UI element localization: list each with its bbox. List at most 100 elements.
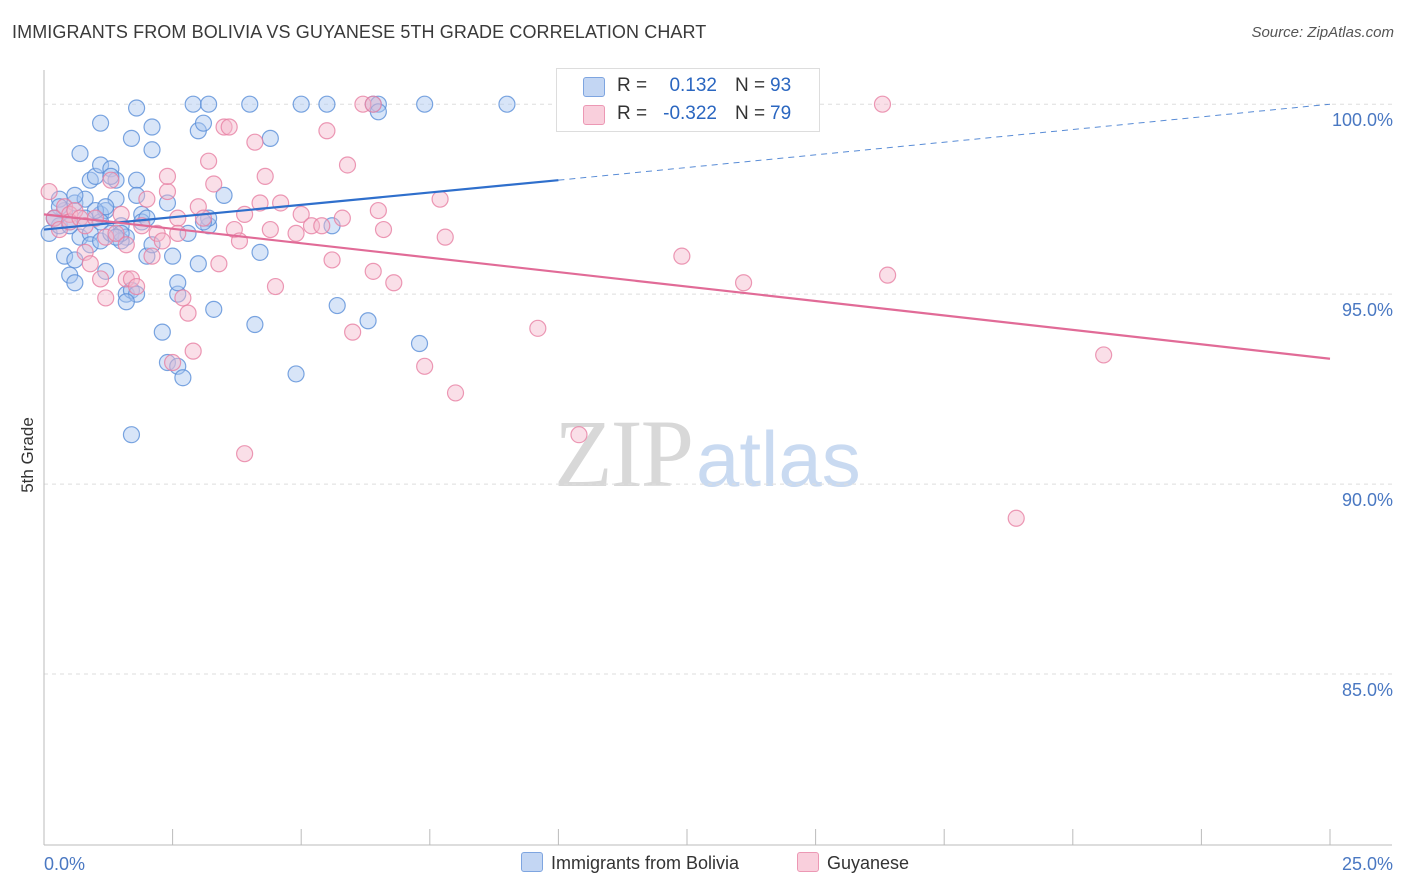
guyanese-point xyxy=(158,182,177,201)
guyanese-point xyxy=(266,277,285,296)
stats-legend: R = 0.132 N = 93 R = -0.322 N = 79 xyxy=(556,68,820,132)
bolivia-point xyxy=(205,300,223,318)
guyanese-point xyxy=(200,152,218,170)
guyanese-point xyxy=(158,167,177,185)
guyanese-point xyxy=(205,175,223,193)
bolivia-point xyxy=(143,141,161,159)
guyanese-point xyxy=(107,224,125,242)
bolivia-legend-swatch xyxy=(521,852,543,872)
grid-lines xyxy=(44,103,1392,675)
guyanese-point xyxy=(174,289,192,307)
bolivia-point xyxy=(71,144,89,163)
bolivia-point xyxy=(127,171,146,189)
guyanese-point xyxy=(138,190,156,208)
bolivia-trend-line xyxy=(43,179,559,231)
guyanese-point xyxy=(127,277,146,296)
legend-item-bolivia: Immigrants from Bolivia xyxy=(521,852,739,874)
bolivia-point xyxy=(66,186,84,204)
guyanese-point xyxy=(364,95,382,113)
guyanese-point xyxy=(215,118,233,136)
guyanese-point xyxy=(81,255,99,273)
chart-title: IMMIGRANTS FROM BOLIVIA VS GUYANESE 5TH … xyxy=(12,22,707,42)
guyanese-point xyxy=(446,384,465,402)
bolivia-point xyxy=(122,426,141,444)
bolivia-point xyxy=(184,95,202,113)
bolivia-point xyxy=(410,334,429,353)
guyanese-point xyxy=(734,274,753,292)
guyanese-trend-line xyxy=(43,213,1331,360)
r-value: -0.322 xyxy=(663,103,717,124)
guyanese-point xyxy=(153,232,171,250)
guyanese-point xyxy=(333,209,351,227)
guyanese-point xyxy=(338,156,357,174)
r-label: R = xyxy=(617,75,648,96)
guyanese-point xyxy=(179,304,197,322)
guyanese-point xyxy=(246,133,264,151)
bolivia-point xyxy=(122,129,141,147)
n-label: N = xyxy=(735,103,766,124)
bolivia-point xyxy=(153,323,171,341)
n-label: N = xyxy=(735,75,766,96)
guyanese-point xyxy=(385,274,403,292)
guyanese-legend-swatch xyxy=(797,852,819,872)
guyanese-point xyxy=(436,228,454,246)
bolivia-point xyxy=(261,129,279,147)
guyanese-point xyxy=(374,220,393,239)
guyanese-point xyxy=(318,122,336,140)
bolivia-swatch xyxy=(583,77,605,97)
legend-item-guyanese: Guyanese xyxy=(797,852,909,874)
guyanese-point xyxy=(210,255,228,273)
bolivia-point xyxy=(76,190,94,208)
guyanese-point xyxy=(261,220,279,239)
bolivia-point xyxy=(158,353,177,372)
bolivia-trend-extension xyxy=(558,103,1331,181)
bolivia-point xyxy=(194,114,213,132)
y-tick-label: 100.0% xyxy=(1332,110,1393,130)
y-tick-label: 95.0% xyxy=(1342,300,1393,320)
n-value: 79 xyxy=(770,103,792,124)
bolivia-point xyxy=(117,293,135,311)
bolivia-point xyxy=(416,95,434,113)
guyanese-point xyxy=(431,190,449,208)
y-tick-label: 90.0% xyxy=(1342,490,1393,510)
guyanese-point xyxy=(673,247,691,265)
guyanese-point xyxy=(40,182,58,201)
data-points xyxy=(40,95,1113,527)
guyanese-point xyxy=(236,445,254,463)
bolivia-point xyxy=(251,243,269,261)
bolivia-point xyxy=(200,95,218,113)
guyanese-point xyxy=(1007,509,1025,527)
guyanese-point xyxy=(117,236,135,254)
guyanese-point xyxy=(873,95,892,113)
guyanese-point xyxy=(97,289,115,307)
bolivia-point xyxy=(328,296,346,315)
guyanese-point xyxy=(220,118,238,136)
bolivia-point xyxy=(102,167,120,185)
bolivia-point xyxy=(91,114,110,132)
bolivia-point xyxy=(189,255,207,273)
guyanese-point xyxy=(570,426,588,444)
guyanese-point xyxy=(256,167,274,185)
source-label: Source: ZipAtlas.com xyxy=(1251,24,1394,41)
stats-legend-row-bolivia: R = 0.132 N = 93 xyxy=(557,71,819,101)
bolivia-legend-label: Immigrants from Bolivia xyxy=(551,853,740,873)
guyanese-point xyxy=(194,209,213,227)
guyanese-point xyxy=(97,228,115,246)
bolivia-point xyxy=(292,95,310,113)
guyanese-point xyxy=(416,357,434,375)
watermark-atlas: atlas xyxy=(696,415,861,503)
bolivia-point xyxy=(127,99,146,117)
guyanese-point xyxy=(272,194,290,212)
axes xyxy=(43,70,1392,846)
bolivia-point xyxy=(498,95,516,113)
guyanese-point xyxy=(369,201,387,220)
bolivia-point xyxy=(55,247,74,265)
bolivia-point xyxy=(359,312,377,330)
guyanese-point xyxy=(313,217,331,235)
bolivia-point xyxy=(143,118,161,136)
guyanese-point xyxy=(184,342,202,360)
guyanese-point xyxy=(344,323,362,341)
zipatlas-watermark: ZIPatlas xyxy=(554,398,861,509)
guyanese-point xyxy=(879,266,897,284)
